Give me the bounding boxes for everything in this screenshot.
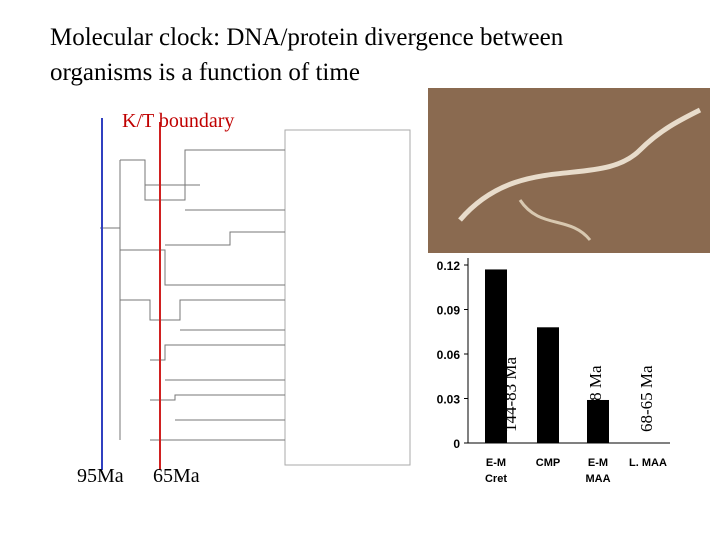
x-tick-label: Cret: [485, 473, 507, 485]
y-tick-label: 0.03: [437, 393, 461, 407]
y-tick-label: 0.09: [437, 304, 461, 318]
kt-label: K/T boundary: [122, 110, 234, 132]
title-line: organisms is a function of time: [50, 59, 360, 86]
x-tick-label: CMP: [536, 457, 560, 469]
y-tick-label: 0.06: [437, 348, 461, 362]
phylogeny-tree: [100, 129, 411, 466]
fossil-skeleton: [518, 199, 592, 241]
period-label: 83-71 Ma: [535, 365, 554, 432]
time-label: 95Ma: [77, 465, 124, 487]
bar: [485, 269, 507, 443]
bar: [587, 399, 609, 443]
y-tick-label: 0.12: [437, 259, 461, 273]
period-label: 144-83 Ma: [501, 356, 520, 432]
x-tick-label: MAA: [585, 473, 610, 485]
title-line: Molecular clock: DNA/protein divergence …: [50, 24, 564, 51]
x-tick-label: E-M: [588, 457, 608, 469]
y-tick-label: 0: [453, 437, 460, 451]
bar: [537, 327, 559, 443]
time-label: 65Ma: [153, 465, 200, 487]
fossil-skeleton: [458, 107, 702, 222]
x-tick-label: E-M: [486, 457, 506, 469]
x-tick-label: L. MAA: [629, 457, 667, 469]
period-label: 71-68 Ma: [586, 365, 605, 432]
period-label: 68-65 Ma: [637, 365, 656, 432]
